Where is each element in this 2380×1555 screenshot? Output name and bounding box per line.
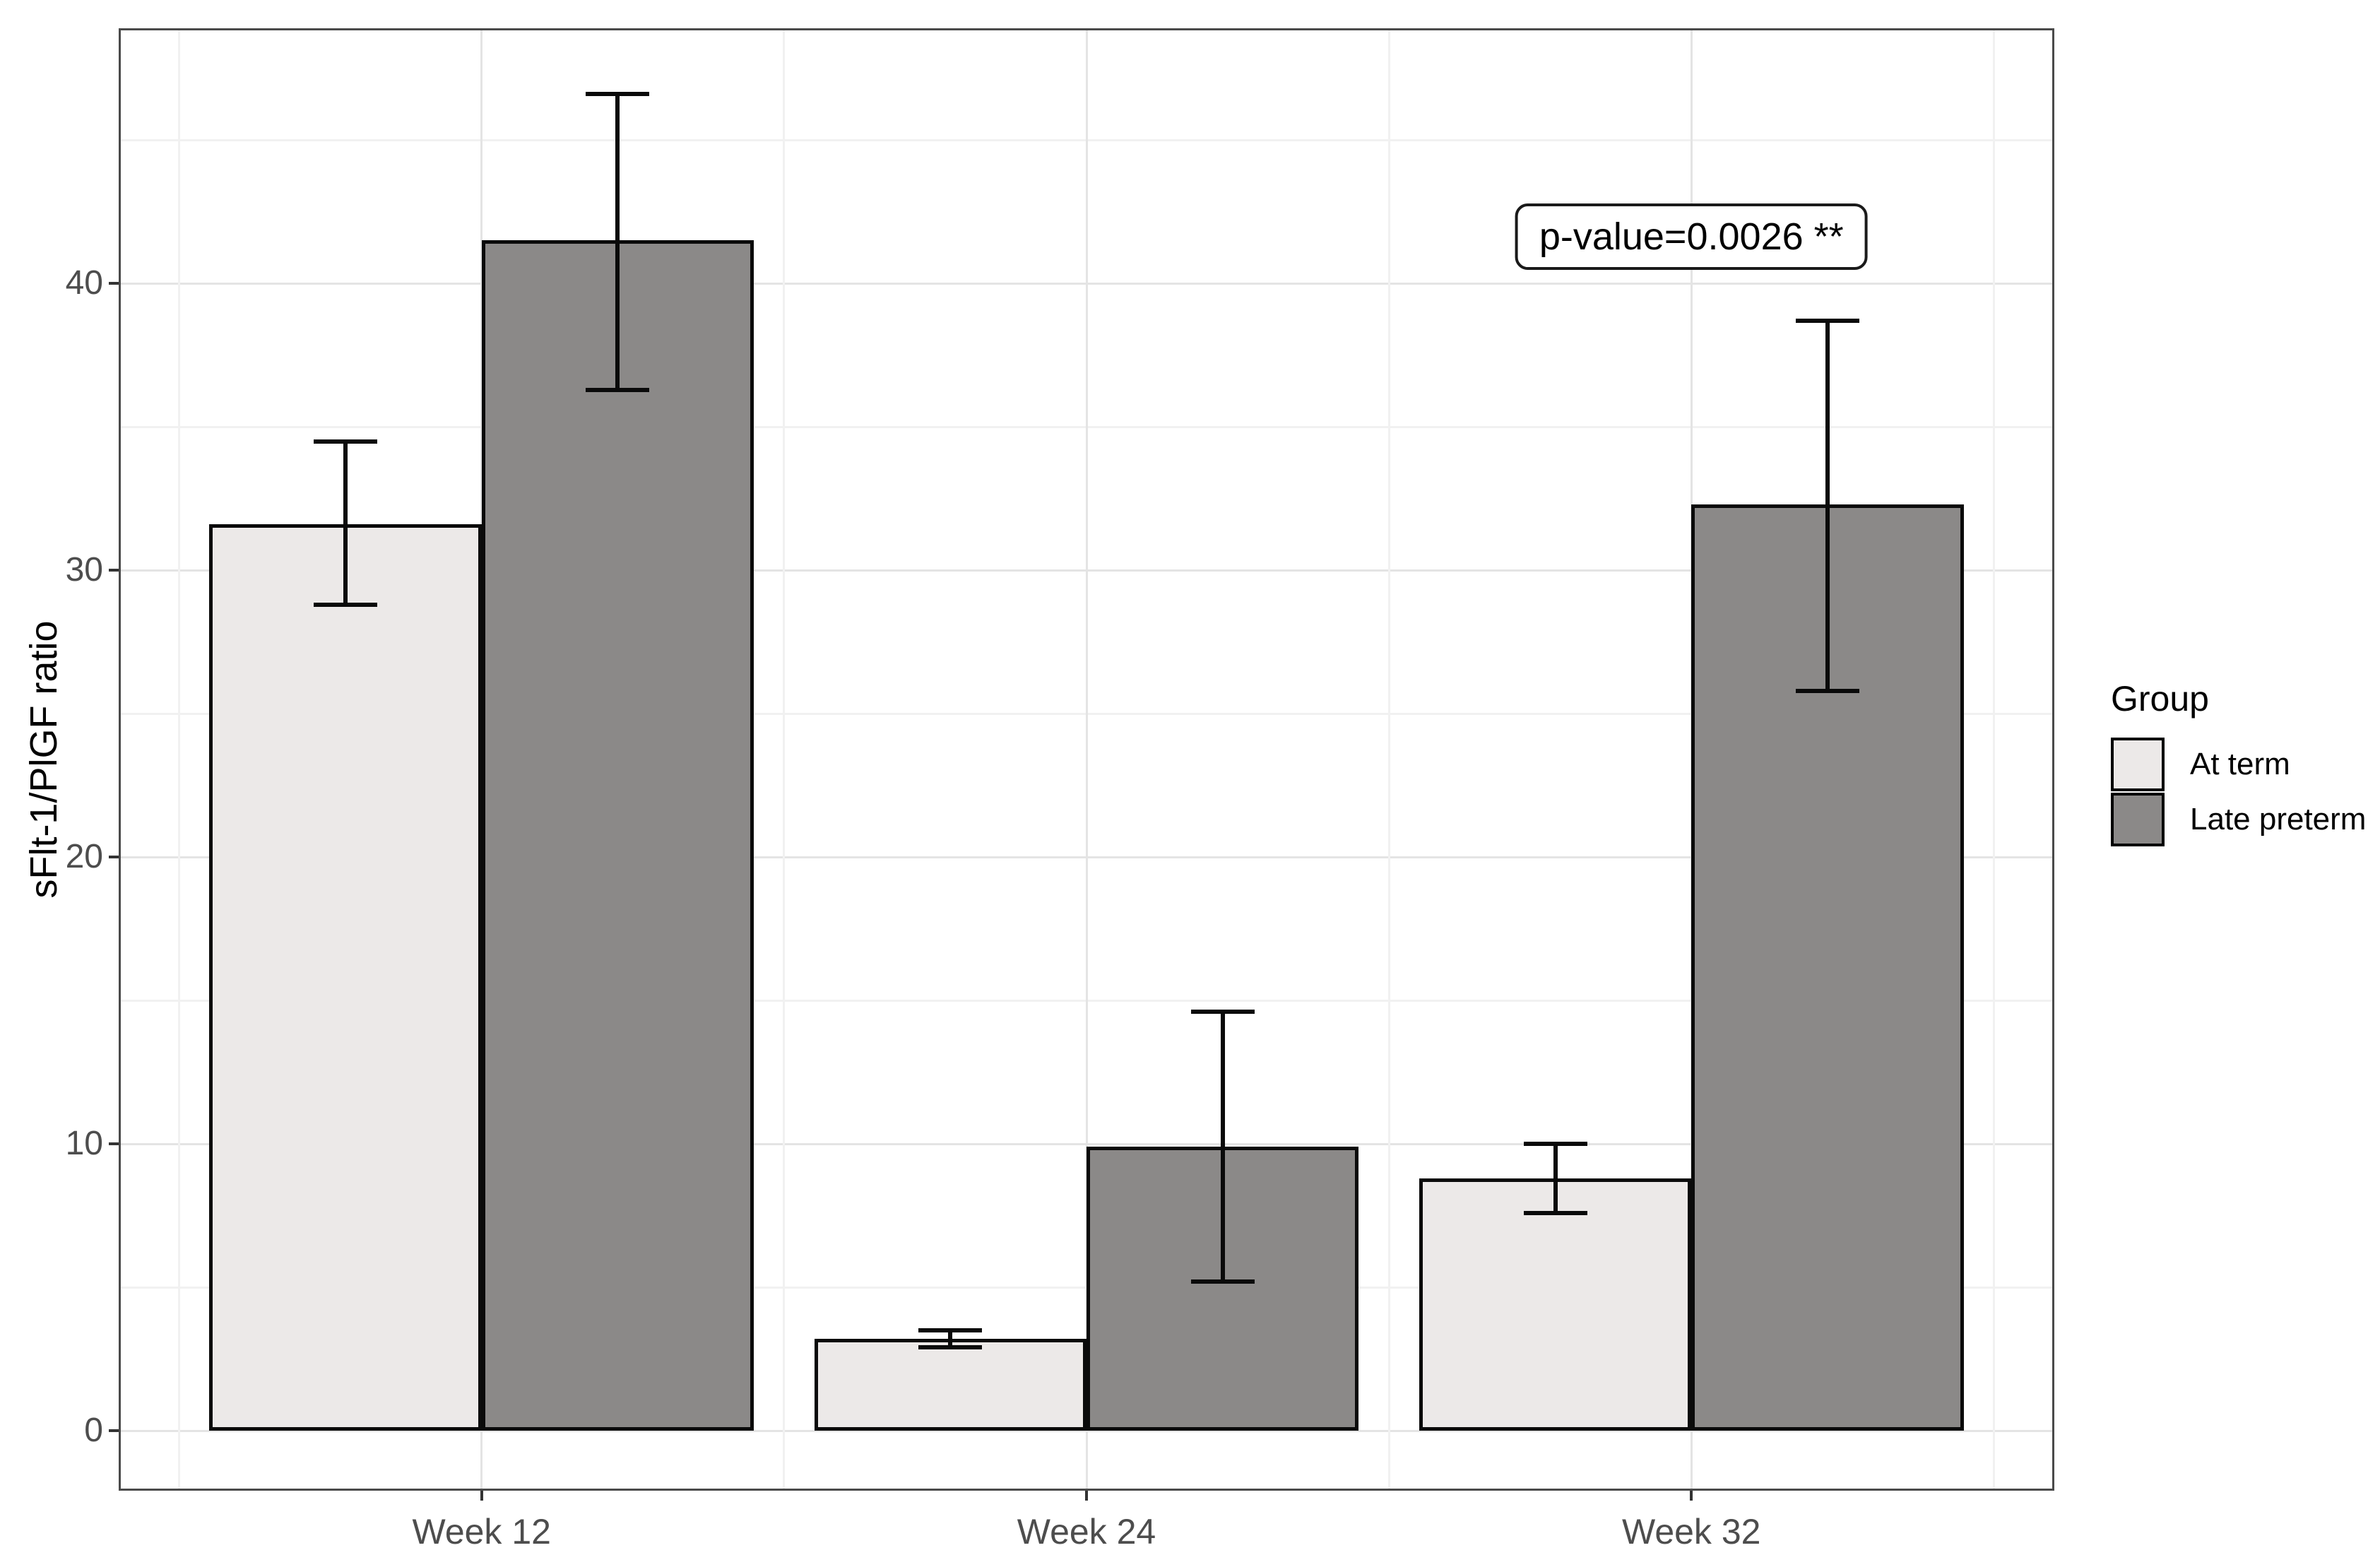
y-tick-label-10: 10 [65, 1125, 103, 1163]
error-bar-at-term-week-24-cap-top [918, 1328, 983, 1333]
bar-at-term-week-32 [1419, 1178, 1692, 1431]
gridline-x-minor-1 [783, 28, 786, 1491]
error-bar-at-term-week-24-cap-bottom [918, 1345, 983, 1350]
error-bar-late-preterm-week-12-line [615, 94, 620, 390]
y-tick-30 [109, 569, 119, 572]
legend-label-late-preterm: Late preterm [2190, 802, 2367, 836]
error-bar-late-preterm-week-24-line [1220, 1012, 1225, 1282]
y-tick-label-0: 0 [84, 1412, 103, 1450]
error-bar-at-term-week-32-cap-bottom [1523, 1210, 1587, 1215]
gridline-x-minor-2 [1387, 28, 1390, 1491]
y-tick-label-30: 30 [65, 551, 103, 589]
legend-swatch-late-preterm [2111, 793, 2165, 846]
y-axis-title: sFlt-1/PlGF ratio [23, 620, 65, 899]
legend-swatch-at-term [2111, 738, 2165, 791]
error-bar-at-term-week-32-line [1553, 1144, 1558, 1213]
legend-label-at-term: At term [2190, 747, 2290, 781]
x-tick-label-week-24: Week 24 [1017, 1512, 1156, 1551]
error-bar-late-preterm-week-24-cap-bottom [1190, 1279, 1255, 1284]
x-tick-label-week-32: Week 32 [1622, 1512, 1761, 1551]
bar-at-term-week-24 [814, 1339, 1087, 1431]
error-bar-late-preterm-week-12-cap-top [586, 92, 650, 97]
x-tick-week-24 [1085, 1491, 1088, 1501]
y-tick-10 [109, 1142, 119, 1146]
error-bar-at-term-week-24-line [948, 1330, 953, 1348]
gridline-x-minor-3 [1992, 28, 1995, 1491]
x-tick-label-week-12: Week 12 [412, 1512, 551, 1551]
y-tick-40 [109, 282, 119, 285]
legend-title: Group [2111, 679, 2209, 719]
error-bar-at-term-week-32-cap-top [1523, 1142, 1587, 1147]
y-tick-label-20: 20 [65, 838, 103, 876]
gridline-x-major-week-24 [1085, 28, 1088, 1491]
y-tick-20 [109, 856, 119, 859]
error-bar-at-term-week-12-cap-top [314, 439, 378, 444]
bar-at-term-week-12 [209, 524, 482, 1431]
error-bar-late-preterm-week-32-line [1825, 321, 1830, 691]
error-bar-late-preterm-week-32-cap-bottom [1795, 688, 1859, 693]
error-bar-at-term-week-12-cap-bottom [314, 602, 378, 607]
legend-items: At term Late preterm [2111, 738, 2366, 846]
x-tick-week-12 [480, 1491, 483, 1501]
legend: Group At term Late preterm [2111, 678, 2366, 846]
legend-item-at-term: At term [2111, 738, 2366, 791]
x-tick-week-32 [1690, 1491, 1693, 1501]
legend-item-late-preterm: Late preterm [2111, 793, 2366, 846]
y-tick-0 [109, 1429, 119, 1433]
bar-late-preterm-week-12 [481, 240, 754, 1431]
y-tick-label-40: 40 [65, 264, 103, 302]
error-bar-late-preterm-week-24-cap-top [1190, 1010, 1255, 1015]
error-bar-at-term-week-12-line [343, 441, 348, 605]
gridline-x-minor-0 [178, 28, 181, 1491]
error-bar-late-preterm-week-32-cap-top [1795, 319, 1859, 324]
plot-panel-border [119, 28, 2054, 1491]
error-bar-late-preterm-week-12-cap-bottom [586, 387, 650, 392]
p-value-annotation: p-value=0.0026 ** [1515, 203, 1868, 270]
